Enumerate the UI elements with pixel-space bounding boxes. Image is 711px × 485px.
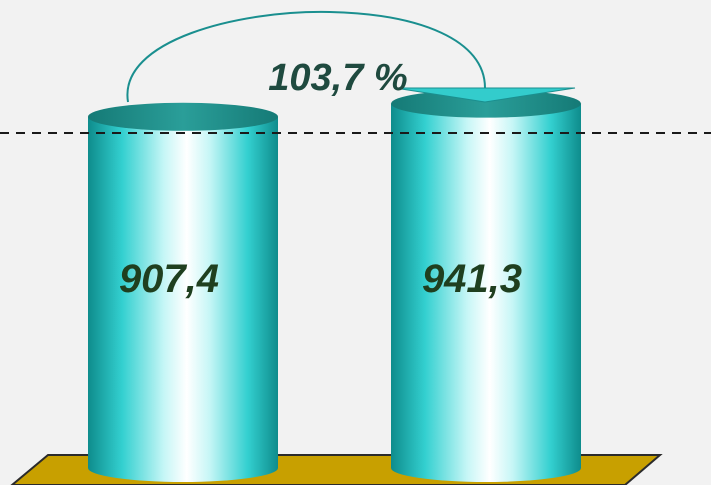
bar-cylinder-top [88,102,278,131]
bar-cylinder-2 [391,89,581,483]
bar-value-label: 907,4 [119,257,219,301]
bar-cylinder-body [88,116,278,482]
bars-layer [88,89,581,483]
bar-cylinder-top [391,89,581,118]
growth-label: 103,7 % [268,57,407,99]
growth-arc [126,10,486,103]
bar-cylinder-body [391,103,581,483]
bar-cylinder-1 [88,102,278,482]
growth-arrow-head [394,87,576,103]
bar-value-label: 941,3 [422,257,522,301]
labels-layer: 907,4 941,3 [119,257,522,301]
